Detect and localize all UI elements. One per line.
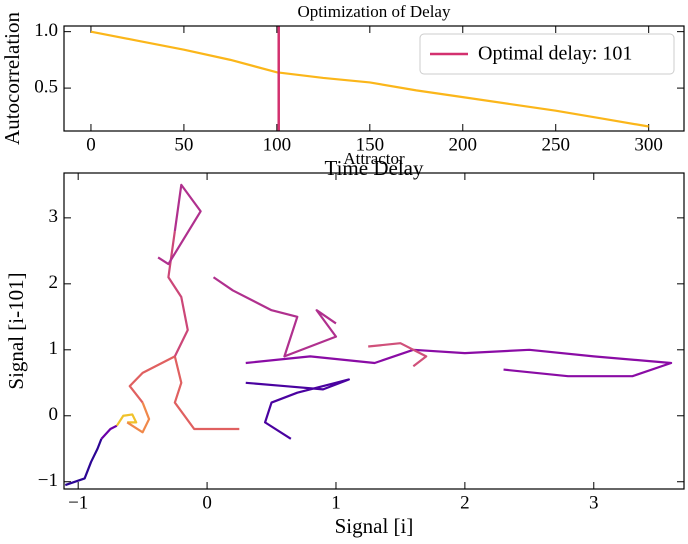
data-line [126,402,151,434]
y-tick-label: 1 [49,338,59,359]
legend-label: Optimal delay: 101 [478,43,632,65]
y-tick-label: 0.5 [34,76,58,97]
x-tick-label: 2 [460,492,470,513]
axes-frame [63,25,685,132]
x-tick-label: 300 [634,134,663,155]
y-tick-label: 3 [49,206,59,227]
x-tick-label: 3 [589,492,599,513]
y-axis-label: Autocorrelation [0,12,24,145]
x-tick-label: 150 [356,134,385,155]
y-tick-label: 2 [49,272,59,293]
x-tick-label: 50 [174,134,193,155]
x-axis-label: Signal [i] [335,514,414,538]
axes-frame [63,172,685,490]
data-line [245,348,673,378]
y-tick-label: −1 [38,470,58,491]
y-tick-label: 1.0 [34,20,58,41]
plot-area [90,26,649,131]
data-line [157,183,202,266]
plot-area [64,183,673,487]
data-line [368,342,428,368]
data-line [90,30,649,128]
chart-title: Optimization of Delay [298,2,451,21]
x-tick-label: 200 [449,134,478,155]
x-tick-label: 0 [202,492,212,513]
data-line [100,424,118,440]
data-line [64,438,103,487]
x-tick-label: 100 [263,134,292,155]
legend-box [419,33,675,75]
y-tick-label: 0 [49,404,59,425]
x-axis-label: Time Delay [325,156,424,180]
data-line [212,276,338,358]
data-line [245,378,350,440]
x-tick-label: 0 [86,134,96,155]
data-line [128,355,240,431]
data-line [115,413,138,427]
x-tick-label: −1 [68,492,88,513]
x-tick-label: 250 [541,134,570,155]
chart-title: Attractor [343,149,405,168]
x-tick-label: 1 [331,492,341,513]
y-axis-label: Signal [i-101] [4,272,28,389]
